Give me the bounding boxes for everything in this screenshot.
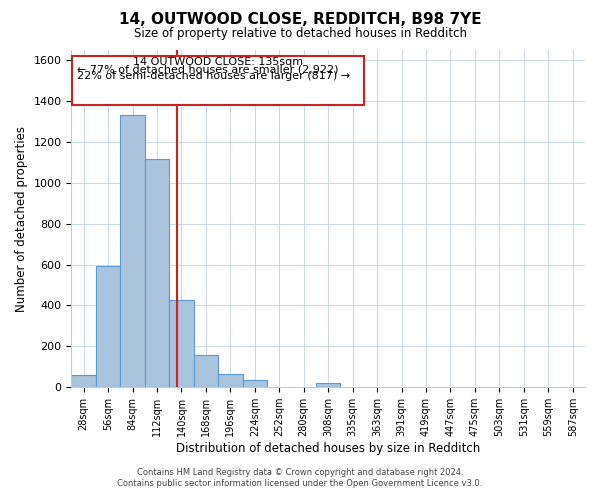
Bar [169, 300, 194, 387]
Text: Size of property relative to detached houses in Redditch: Size of property relative to detached ho… [133, 28, 467, 40]
Text: ← 77% of detached houses are smaller (2,922): ← 77% of detached houses are smaller (2,… [77, 64, 338, 74]
Bar [218, 374, 242, 387]
Bar [194, 354, 218, 387]
Y-axis label: Number of detached properties: Number of detached properties [15, 126, 28, 312]
Bar [121, 116, 145, 387]
Text: 14 OUTWOOD CLOSE: 135sqm: 14 OUTWOOD CLOSE: 135sqm [133, 57, 303, 67]
Text: 14, OUTWOOD CLOSE, REDDITCH, B98 7YE: 14, OUTWOOD CLOSE, REDDITCH, B98 7YE [119, 12, 481, 28]
Text: Contains HM Land Registry data © Crown copyright and database right 2024.
Contai: Contains HM Land Registry data © Crown c… [118, 468, 482, 487]
FancyBboxPatch shape [72, 56, 364, 105]
Bar [71, 375, 96, 387]
Bar [316, 383, 340, 387]
Bar [145, 160, 169, 387]
X-axis label: Distribution of detached houses by size in Redditch: Distribution of detached houses by size … [176, 442, 481, 455]
Bar [242, 380, 267, 387]
Text: 22% of semi-detached houses are larger (817) →: 22% of semi-detached houses are larger (… [77, 71, 350, 81]
Bar [96, 266, 121, 387]
